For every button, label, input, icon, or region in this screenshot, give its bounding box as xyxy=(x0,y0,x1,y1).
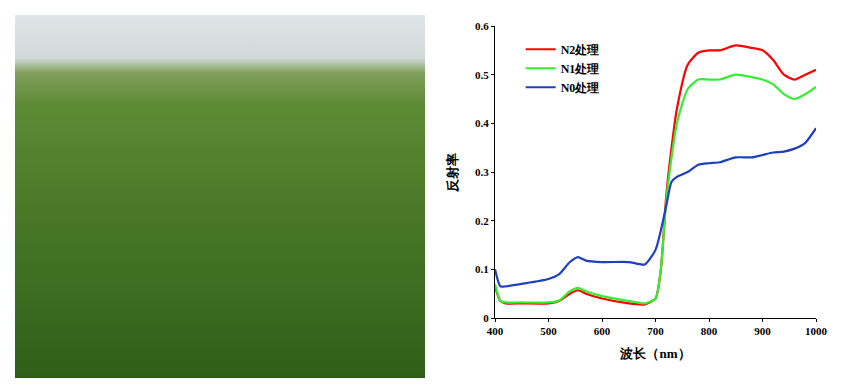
svg-text:0.6: 0.6 xyxy=(475,20,489,32)
svg-text:0.4: 0.4 xyxy=(475,117,489,129)
svg-text:1000: 1000 xyxy=(805,325,828,337)
svg-text:N2处理: N2处理 xyxy=(561,43,600,57)
svg-text:N1处理: N1处理 xyxy=(561,62,600,76)
svg-text:400: 400 xyxy=(487,325,504,337)
svg-text:700: 700 xyxy=(647,325,664,337)
svg-text:600: 600 xyxy=(594,325,611,337)
svg-text:0.5: 0.5 xyxy=(475,69,489,81)
svg-text:500: 500 xyxy=(540,325,557,337)
svg-text:900: 900 xyxy=(754,325,771,337)
svg-text:0.3: 0.3 xyxy=(475,166,489,178)
svg-text:0: 0 xyxy=(483,312,489,324)
svg-text:N0处理: N0处理 xyxy=(561,81,600,95)
svg-text:波长（nm）: 波长（nm） xyxy=(619,346,690,361)
svg-text:0.1: 0.1 xyxy=(475,263,489,275)
svg-text:0.2: 0.2 xyxy=(475,215,489,227)
svg-text:800: 800 xyxy=(701,325,718,337)
svg-text:反射率: 反射率 xyxy=(445,153,460,193)
